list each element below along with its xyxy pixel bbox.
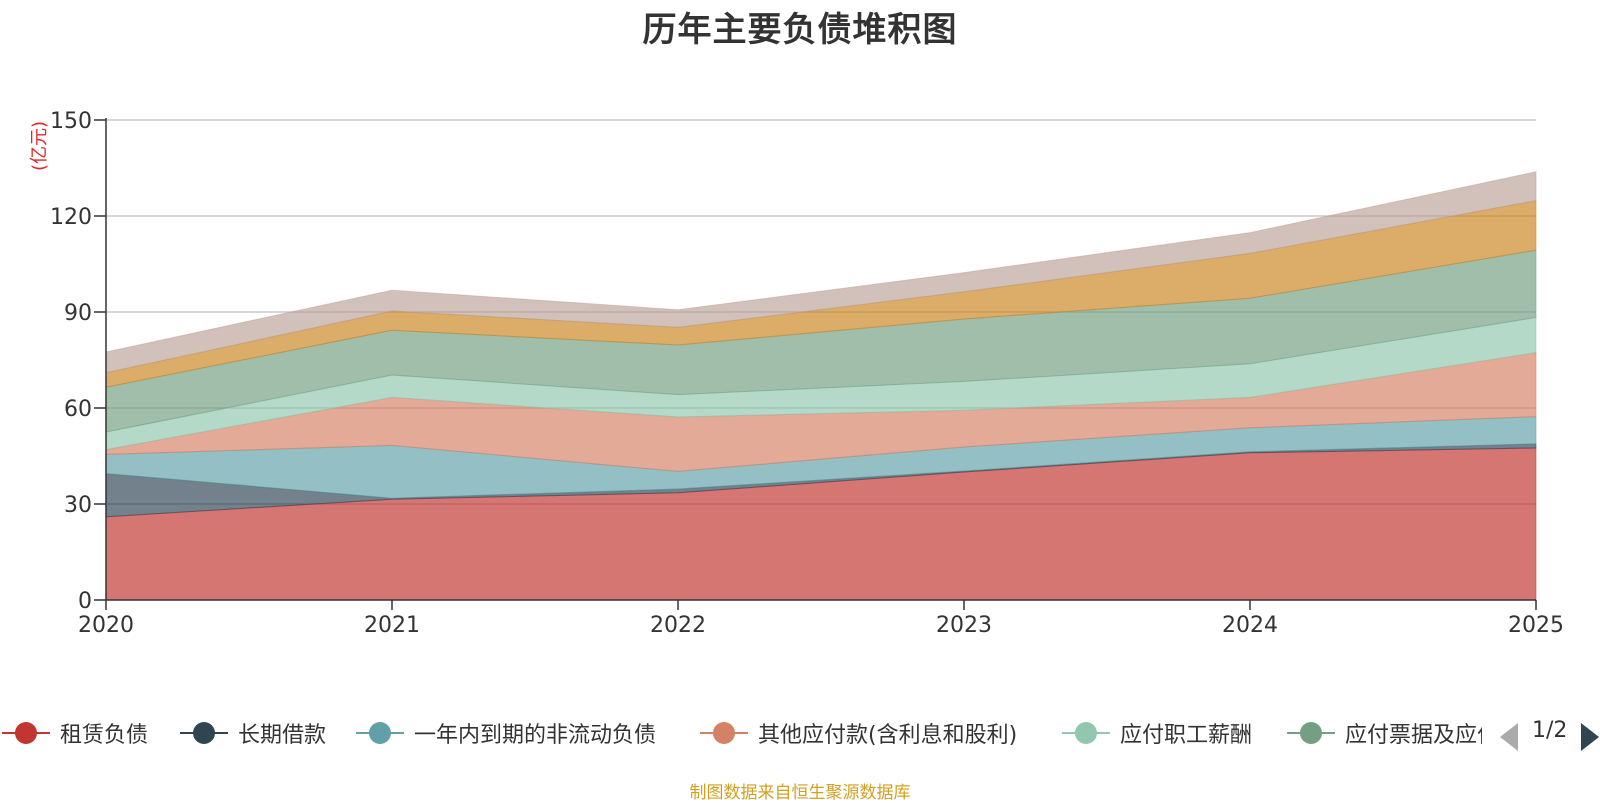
legend-marker-icon bbox=[700, 718, 748, 748]
legend-item-0[interactable]: 租赁负债 bbox=[2, 716, 148, 750]
legend-item-4[interactable]: 应付职工薪酬 bbox=[1062, 716, 1252, 750]
y-tick-label-30: 30 bbox=[64, 493, 92, 518]
legend-item-1[interactable]: 长期借款 bbox=[180, 716, 326, 750]
stacked-area-chart: 0 30 60 90 120 150 2020 2021 2022 2023 2024 2025 (亿… bbox=[29, 109, 1564, 638]
source-note: 制图数据来自恒生聚源数据库 bbox=[689, 783, 911, 803]
x-tick-label-2025: 2025 bbox=[1508, 613, 1564, 638]
legend-label: 应付票据及应付账款 bbox=[1345, 723, 1482, 748]
x-tick-label-2024: 2024 bbox=[1222, 613, 1278, 638]
x-tick-label-2020: 2020 bbox=[78, 613, 134, 638]
legend-items: 租赁负债 长期借款 一年内到期的非流动负债 其他应付款(含利息和股利) 应付职工薪酬 应付… bbox=[0, 716, 1482, 752]
legend-item-2[interactable]: 一年内到期的非流动负债 bbox=[356, 716, 656, 750]
legend-page-indicator: 1/2 bbox=[1532, 718, 1568, 743]
legend-label: 长期借款 bbox=[238, 723, 327, 748]
legend-pager: 1/2 bbox=[1500, 716, 1600, 752]
area-series-7[interactable] bbox=[105, 171, 1537, 374]
legend-next-page-icon[interactable] bbox=[1581, 723, 1599, 751]
y-tick-label-150: 150 bbox=[50, 109, 92, 134]
legend-marker-icon bbox=[180, 718, 228, 748]
axis-layer: 0 30 60 90 120 150 2020 2021 2022 2023 2024 2025 bbox=[50, 109, 1564, 638]
legend-item-5[interactable]: 应付票据及应付账款 bbox=[1287, 716, 1482, 750]
y-tick-label-90: 90 bbox=[64, 301, 92, 326]
legend-marker-icon bbox=[2, 718, 50, 748]
x-tick-label-2023: 2023 bbox=[936, 613, 992, 638]
x-tick-label-2021: 2021 bbox=[364, 613, 420, 638]
y-axis-unit-label: (亿元) bbox=[29, 121, 50, 171]
legend-label: 租赁负债 bbox=[60, 723, 149, 748]
x-tick-label-2022: 2022 bbox=[650, 613, 706, 638]
y-tick-label-0: 0 bbox=[78, 589, 92, 614]
legend-label: 应付职工薪酬 bbox=[1120, 723, 1253, 748]
legend-label: 一年内到期的非流动负债 bbox=[414, 723, 657, 748]
area-layer bbox=[105, 171, 1537, 601]
legend: 租赁负债 长期借款 一年内到期的非流动负债 其他应付款(含利息和股利) 应付职工薪酬 应付… bbox=[0, 716, 1600, 752]
legend-item-3[interactable]: 其他应付款(含利息和股利) bbox=[700, 716, 1017, 750]
legend-marker-icon bbox=[1062, 718, 1110, 748]
legend-marker-icon bbox=[1287, 718, 1335, 748]
chart-title: 历年主要负债堆积图 bbox=[642, 10, 958, 50]
legend-label: 其他应付款(含利息和股利) bbox=[758, 723, 1018, 748]
y-tick-label-120: 120 bbox=[50, 205, 92, 230]
legend-marker-icon bbox=[356, 718, 404, 748]
y-tick-label-60: 60 bbox=[64, 397, 92, 422]
legend-prev-page-icon[interactable] bbox=[1500, 723, 1518, 751]
